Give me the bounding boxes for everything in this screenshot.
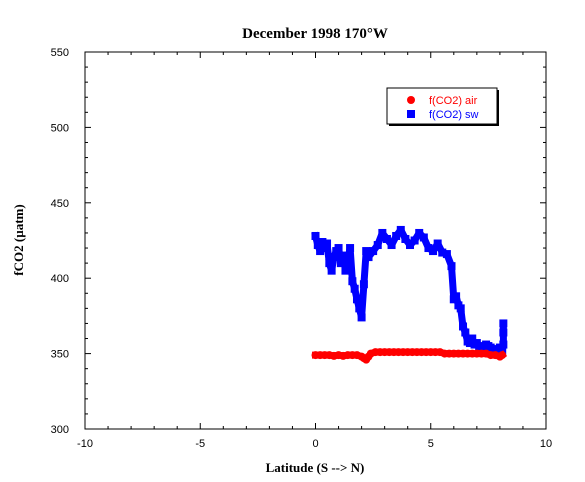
data-point-sw bbox=[325, 259, 334, 268]
x-axis-label: Latitude (S --> N) bbox=[266, 460, 365, 475]
data-point-sw bbox=[334, 244, 343, 253]
y-axis-label: fCO2 (µatm) bbox=[11, 204, 26, 275]
x-tick-label: 10 bbox=[540, 438, 552, 450]
data-point-sw bbox=[419, 233, 428, 242]
legend: f(CO2) air f(CO2) sw bbox=[386, 87, 499, 126]
axis-ticks bbox=[84, 51, 547, 430]
chart-title: December 1998 170°W bbox=[242, 26, 388, 42]
data-point-sw bbox=[346, 244, 355, 253]
data-point-sw bbox=[424, 244, 433, 253]
data-point-sw bbox=[369, 247, 378, 256]
series-air bbox=[311, 348, 508, 364]
legend-marker-air bbox=[407, 96, 415, 104]
data-point-sw bbox=[355, 304, 364, 313]
data-point-sw bbox=[341, 266, 350, 275]
data-point-sw bbox=[456, 304, 465, 313]
data-point-sw bbox=[362, 247, 371, 256]
data-point-sw bbox=[396, 225, 405, 234]
data-point-sw bbox=[438, 248, 447, 257]
y-tick-label: 300 bbox=[51, 424, 69, 436]
data-point-sw bbox=[452, 292, 461, 301]
data-point-sw bbox=[433, 239, 442, 248]
data-point-sw bbox=[392, 231, 401, 240]
data-point-sw bbox=[401, 234, 410, 243]
data-point-sw bbox=[313, 241, 322, 250]
data-point-sw bbox=[447, 262, 456, 271]
data-point-sw bbox=[359, 280, 368, 289]
data-point-sw bbox=[378, 228, 387, 237]
data-point-sw bbox=[343, 256, 352, 265]
data-point-sw bbox=[499, 340, 508, 349]
data-point-sw bbox=[459, 322, 468, 331]
data-point-sw bbox=[498, 346, 507, 355]
x-tick-label: 5 bbox=[428, 438, 434, 450]
y-tick-label: 400 bbox=[51, 273, 69, 285]
y-axis-tick-labels: 300 350 400 450 500 550 bbox=[51, 47, 69, 436]
data-point-sw bbox=[327, 266, 336, 275]
y-tick-label: 350 bbox=[51, 349, 69, 361]
data-point-sw bbox=[350, 284, 359, 293]
x-tick-label: -10 bbox=[77, 438, 93, 450]
data-point-sw bbox=[373, 241, 382, 250]
data-point-sw bbox=[329, 253, 338, 262]
legend-label-sw: f(CO2) sw bbox=[429, 109, 479, 121]
data-point-sw bbox=[357, 313, 366, 322]
data-series bbox=[311, 225, 508, 364]
x-tick-label: 0 bbox=[312, 438, 318, 450]
legend-label-air: f(CO2) air bbox=[429, 95, 478, 107]
x-axis-tick-labels: -10 -5 0 5 10 bbox=[77, 438, 552, 450]
y-tick-label: 550 bbox=[51, 47, 69, 59]
data-point-air bbox=[498, 351, 507, 360]
x-tick-label: -5 bbox=[195, 438, 205, 450]
data-point-sw bbox=[316, 247, 325, 256]
data-point-sw bbox=[339, 251, 348, 260]
data-point-sw bbox=[461, 328, 470, 337]
data-point-sw bbox=[442, 250, 451, 259]
data-point-sw bbox=[429, 247, 438, 256]
data-point-sw bbox=[348, 277, 357, 286]
data-point-sw bbox=[336, 259, 345, 268]
data-point-sw bbox=[415, 228, 424, 237]
data-point-sw bbox=[499, 328, 508, 337]
data-point-sw bbox=[387, 241, 396, 250]
series-sw bbox=[311, 225, 508, 357]
data-point-sw bbox=[410, 236, 419, 245]
y-tick-label: 500 bbox=[51, 122, 69, 134]
data-point-sw bbox=[323, 239, 332, 248]
data-point-sw bbox=[499, 319, 508, 328]
data-point-sw bbox=[311, 231, 320, 240]
data-point-sw bbox=[318, 238, 327, 247]
data-point-sw bbox=[320, 244, 329, 253]
data-point-sw bbox=[465, 339, 474, 348]
y-tick-label: 450 bbox=[51, 198, 69, 210]
data-point-sw bbox=[364, 253, 373, 262]
data-point-sw bbox=[382, 234, 391, 243]
data-point-sw bbox=[406, 241, 415, 250]
legend-marker-sw bbox=[407, 110, 415, 118]
data-point-sw bbox=[352, 295, 361, 304]
legend-box bbox=[386, 87, 498, 125]
data-point-sw bbox=[479, 345, 488, 354]
data-point-sw bbox=[468, 334, 477, 343]
